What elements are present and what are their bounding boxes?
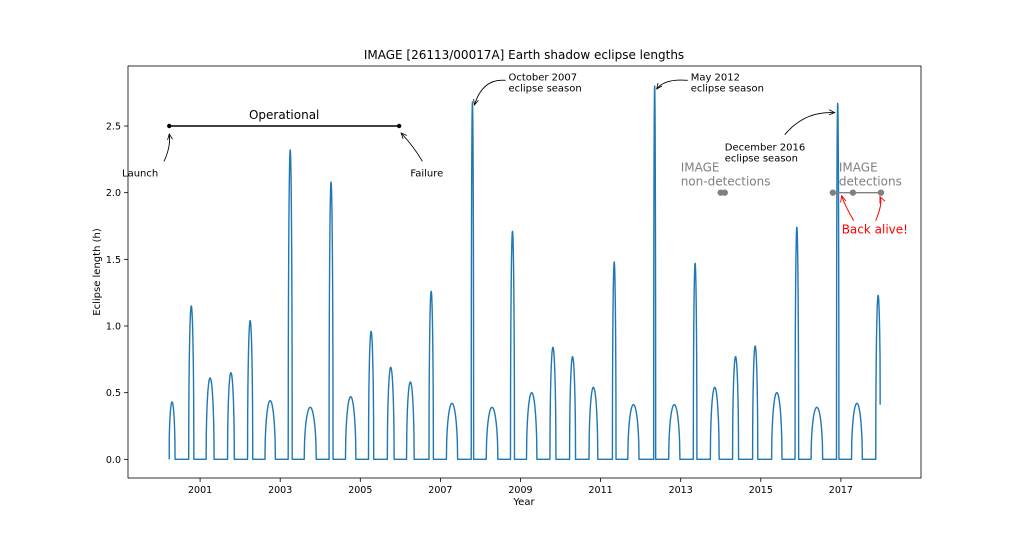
y-tick-label: 0.5 xyxy=(106,388,121,399)
chart-title: IMAGE [26113/00017A] Earth shadow eclips… xyxy=(364,48,684,62)
oct-2007-annotation-arrow xyxy=(474,79,506,105)
launch-annotation-text: Launch xyxy=(122,168,158,179)
non-detection-point xyxy=(721,189,728,196)
x-tick-label: 2015 xyxy=(749,485,773,496)
launch-arrow xyxy=(163,134,170,162)
y-tick-label: 2.0 xyxy=(106,188,121,199)
back-alive-arrow-2 xyxy=(875,197,881,221)
detection-point xyxy=(877,189,885,196)
x-tick-label: 2001 xyxy=(188,485,212,496)
dec-2016-annotation-text: December 2016 xyxy=(725,143,805,154)
x-axis-label: Year xyxy=(512,497,535,508)
oct-2007-annotation-text: October 2007 xyxy=(508,72,577,83)
dec-2016-annotation-text-line2: eclipse season xyxy=(725,154,798,165)
back-alive-arrow-1 xyxy=(842,196,855,221)
detections-label: IMAGE xyxy=(839,161,878,175)
plot-frame xyxy=(127,65,922,479)
plot-area xyxy=(168,85,881,461)
back-alive-label: Back alive! xyxy=(842,223,908,237)
y-tick-label: 0.0 xyxy=(106,455,121,466)
y-axis: 0.0 0.5 1.0 1.5 2.0 2.5 xyxy=(106,122,128,466)
non-detections-label: IMAGE xyxy=(681,161,720,175)
x-tick-label: 2009 xyxy=(508,485,532,496)
detection-point xyxy=(829,189,837,196)
dec-2016-arrow xyxy=(784,113,835,135)
y-tick-label: 1.5 xyxy=(106,255,121,266)
detections-label-line2: detections xyxy=(839,175,902,189)
operational-label: Operational xyxy=(249,108,319,122)
x-tick-label: 2011 xyxy=(589,485,613,496)
oct-2007-annotation-text-line2: eclipse season xyxy=(508,83,581,94)
launch-point xyxy=(167,123,172,129)
x-tick-label: 2007 xyxy=(428,485,452,496)
failure-arrow xyxy=(401,133,423,162)
y-axis-label: Eclipse length (h) xyxy=(92,228,103,316)
x-tick-label: 2017 xyxy=(829,485,853,496)
x-axis: 2001 2003 2005 2007 2009 2011 2013 2015 2017 xyxy=(188,478,853,496)
y-tick-label: 1.0 xyxy=(106,322,121,333)
detection-point xyxy=(849,189,857,196)
may-2012-annotation-text: May 2012 xyxy=(691,72,740,83)
eclipse-series-line xyxy=(168,85,881,461)
x-tick-label: 2013 xyxy=(669,485,693,496)
non-detections-label-line2: non-detections xyxy=(681,175,771,189)
y-tick-label: 2.5 xyxy=(106,122,121,133)
x-tick-label: 2005 xyxy=(348,485,372,496)
failure-point xyxy=(396,123,402,129)
may-2012-annotation-arrow xyxy=(657,79,688,89)
x-tick-label: 2003 xyxy=(268,485,292,496)
failure-annotation-text: Failure xyxy=(410,168,443,179)
may-2012-annotation-text-line2: eclipse season xyxy=(691,83,764,94)
